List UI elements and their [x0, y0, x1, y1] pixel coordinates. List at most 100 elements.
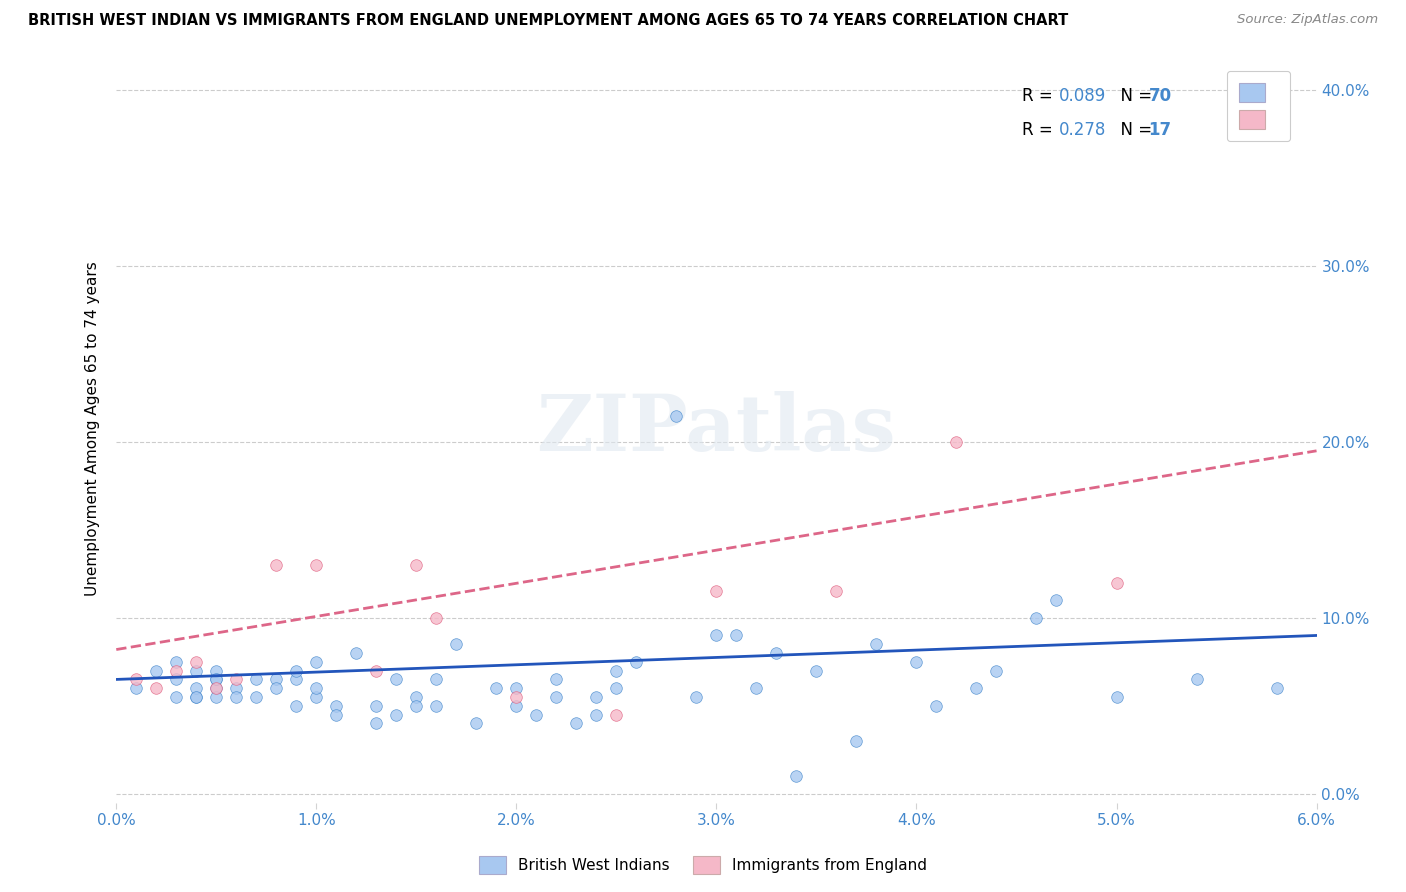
Point: [165, 690, 187, 704]
Point: [405, 558, 427, 573]
Point: [966, 681, 988, 696]
Point: [865, 637, 887, 651]
Point: [186, 664, 208, 678]
Point: [505, 690, 527, 704]
Point: [366, 716, 388, 731]
Point: [366, 698, 388, 713]
Point: [505, 681, 527, 696]
Point: [145, 664, 167, 678]
Point: [765, 646, 787, 660]
Text: ZIPatlas: ZIPatlas: [537, 391, 896, 467]
Point: [245, 673, 267, 687]
Text: Source: ZipAtlas.com: Source: ZipAtlas.com: [1237, 13, 1378, 27]
Point: [165, 655, 187, 669]
Point: [465, 716, 488, 731]
Point: [665, 409, 688, 423]
Point: [405, 698, 427, 713]
Point: [1185, 673, 1208, 687]
Point: [706, 584, 728, 599]
Legend: British West Indians, Immigrants from England: British West Indians, Immigrants from En…: [472, 850, 934, 880]
Point: [785, 769, 807, 783]
Point: [285, 664, 308, 678]
Point: [945, 435, 967, 450]
Text: 0.278: 0.278: [1059, 121, 1107, 139]
Point: [565, 716, 588, 731]
Point: [605, 707, 627, 722]
Point: [305, 690, 328, 704]
Point: [405, 690, 427, 704]
Point: [585, 690, 607, 704]
Point: [585, 707, 607, 722]
Point: [225, 673, 247, 687]
Point: [225, 681, 247, 696]
Point: [1025, 611, 1047, 625]
Point: [205, 673, 228, 687]
Point: [925, 698, 948, 713]
Point: [605, 681, 627, 696]
Point: [145, 681, 167, 696]
Point: [285, 698, 308, 713]
Text: R =: R =: [1022, 87, 1059, 105]
Point: [205, 681, 228, 696]
Point: [205, 664, 228, 678]
Point: [845, 734, 868, 748]
Point: [205, 681, 228, 696]
Point: [546, 690, 568, 704]
Point: [385, 673, 408, 687]
Text: R =: R =: [1022, 121, 1059, 139]
Text: BRITISH WEST INDIAN VS IMMIGRANTS FROM ENGLAND UNEMPLOYMENT AMONG AGES 65 TO 74 : BRITISH WEST INDIAN VS IMMIGRANTS FROM E…: [28, 13, 1069, 29]
Point: [446, 637, 468, 651]
Point: [186, 655, 208, 669]
Point: [605, 664, 627, 678]
Text: 17: 17: [1149, 121, 1171, 139]
Text: 70: 70: [1149, 87, 1171, 105]
Point: [1105, 690, 1128, 704]
Text: N =: N =: [1111, 121, 1157, 139]
Point: [186, 681, 208, 696]
Point: [266, 673, 288, 687]
Point: [425, 673, 447, 687]
Point: [706, 628, 728, 642]
Point: [1105, 575, 1128, 590]
Point: [485, 681, 508, 696]
Text: N =: N =: [1111, 87, 1157, 105]
Point: [305, 681, 328, 696]
Point: [425, 611, 447, 625]
Point: [125, 681, 148, 696]
Point: [266, 558, 288, 573]
Legend: , : ,: [1227, 71, 1291, 141]
Text: 0.089: 0.089: [1059, 87, 1105, 105]
Point: [745, 681, 768, 696]
Y-axis label: Unemployment Among Ages 65 to 74 years: Unemployment Among Ages 65 to 74 years: [86, 261, 100, 596]
Point: [205, 673, 228, 687]
Point: [505, 698, 527, 713]
Point: [725, 628, 748, 642]
Point: [225, 690, 247, 704]
Point: [186, 690, 208, 704]
Point: [425, 698, 447, 713]
Point: [305, 558, 328, 573]
Point: [266, 681, 288, 696]
Point: [806, 664, 828, 678]
Point: [285, 673, 308, 687]
Point: [524, 707, 547, 722]
Point: [685, 690, 707, 704]
Point: [986, 664, 1008, 678]
Point: [325, 698, 347, 713]
Point: [385, 707, 408, 722]
Point: [344, 646, 367, 660]
Point: [165, 664, 187, 678]
Point: [186, 690, 208, 704]
Point: [1045, 593, 1067, 607]
Point: [205, 690, 228, 704]
Point: [125, 673, 148, 687]
Point: [825, 584, 848, 599]
Point: [325, 707, 347, 722]
Point: [305, 655, 328, 669]
Point: [165, 673, 187, 687]
Point: [546, 673, 568, 687]
Point: [366, 664, 388, 678]
Point: [245, 690, 267, 704]
Point: [1265, 681, 1288, 696]
Point: [905, 655, 928, 669]
